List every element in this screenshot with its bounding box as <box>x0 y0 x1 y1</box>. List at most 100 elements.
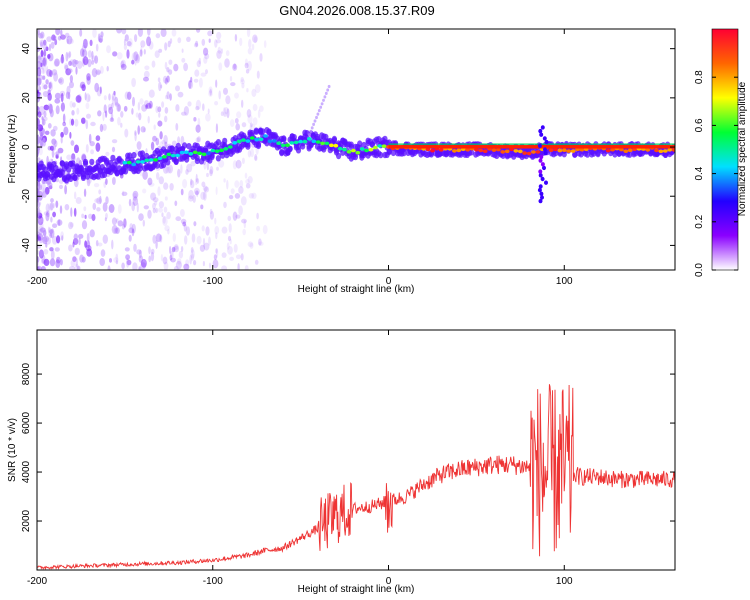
spectrogram-core-blob <box>478 148 484 153</box>
spectrogram-noise-blob <box>126 41 132 47</box>
spectrogram-noise-blob <box>37 191 40 199</box>
spectrogram-noise-blob <box>152 207 157 214</box>
spectrogram-noise-blob <box>37 182 41 192</box>
spectrogram-core-blob <box>276 141 282 145</box>
spectrogram-noise-blob <box>201 38 206 46</box>
spectrogram-noise-blob <box>202 261 205 267</box>
spectrogram-noise-blob <box>42 118 46 126</box>
spectrogram-band-blob <box>182 142 188 149</box>
spectrogram-noise-blob <box>128 234 132 242</box>
spectrogram-core-blob <box>311 139 317 144</box>
spectrogram-noise-blob <box>249 242 254 249</box>
spectrogram-band-blob <box>584 151 591 158</box>
spectrogram-spike-blob <box>540 125 545 130</box>
spectrogram-noise-blob <box>244 265 249 270</box>
spectrogram-noise-blob <box>171 29 177 37</box>
spectrogram-noise-blob <box>85 119 89 130</box>
spectrogram-noise-blob <box>111 139 118 144</box>
spectrogram-noise-blob <box>185 259 190 266</box>
spectrogram-noise-blob <box>256 225 261 232</box>
spectrogram-noise-blob <box>235 214 241 219</box>
spectrogram-band-blob <box>245 143 251 150</box>
spectrogram-noise-blob <box>150 141 155 151</box>
spectrogram-noise-blob <box>209 208 213 215</box>
spectrogram-spike-blob <box>542 165 546 171</box>
spectrogram-noise-blob <box>190 247 194 254</box>
spectrogram-noise-blob <box>48 43 52 52</box>
spectrogram-core-blob <box>170 153 176 158</box>
spectrogram-band-blob <box>139 150 146 157</box>
spectrogram-noise-blob <box>159 131 163 140</box>
spectrogram-band-blob <box>553 149 559 157</box>
spectrogram-noise-blob <box>95 69 102 75</box>
spectrogram-noise-blob <box>185 169 189 175</box>
spectrogram-noise-blob <box>99 258 105 266</box>
spectrogram-core-blob <box>456 148 462 153</box>
spectrogram-noise-blob <box>117 104 122 112</box>
spectrogram-noise-blob <box>66 38 69 44</box>
spectrogram-noise-blob <box>143 49 146 55</box>
spectrogram-noise-blob <box>181 111 187 116</box>
spectrogram-noise-blob <box>70 140 75 146</box>
spectrogram-core-blob <box>179 150 185 155</box>
spectrogram-spike-blob <box>538 169 543 174</box>
spectrogram-core-blob <box>351 148 356 153</box>
spectrogram-band-blob <box>131 151 137 159</box>
spectrogram-spike-blob <box>543 147 547 152</box>
spectrogram-noise-blob <box>51 148 55 158</box>
spectrogram-noise-blob <box>164 141 168 148</box>
spectrogram-noise-blob <box>54 58 60 67</box>
spectrogram-noise-blob <box>180 246 184 252</box>
spectrogram-noise-blob <box>154 50 160 58</box>
spectrogram-noise-blob <box>95 135 101 142</box>
spectrogram-band-blob <box>378 151 384 159</box>
spectrogram-noise-blob <box>76 107 80 115</box>
spectrogram-noise-blob <box>84 240 88 248</box>
spectrogram-noise-blob <box>155 207 158 214</box>
spectrogram-noise-blob <box>86 248 93 257</box>
spectrogram-noise-blob <box>41 191 47 198</box>
spectrogram-noise-blob <box>201 225 205 232</box>
spectrogram-core-blob <box>372 145 378 150</box>
spectrogram-noise-blob <box>243 219 246 229</box>
spectrogram-noise-blob <box>133 51 139 61</box>
spectrogram-core-blob <box>654 148 659 153</box>
spectrogram-noise-blob <box>132 190 139 199</box>
spectrogram-noise-blob <box>37 197 40 203</box>
spectrogram-noise-blob <box>37 55 42 64</box>
spectrogram-noise-blob <box>190 249 195 259</box>
spectrogram-noise-blob <box>52 223 58 228</box>
spectrogram-noise-blob <box>51 69 58 76</box>
spectrogram-noise-blob <box>186 36 191 42</box>
spectrogram-noise-blob <box>47 182 53 188</box>
spectrogram-noise-blob <box>91 50 94 60</box>
spectrogram-y-tick-label: 0 <box>21 144 32 150</box>
spectrogram-noise-blob <box>161 139 166 145</box>
spectrogram-noise-blob <box>89 39 93 46</box>
spectrogram-noise-blob <box>37 202 41 208</box>
spectrogram-core-blob <box>219 148 224 153</box>
spectrogram-noise-blob <box>177 136 181 144</box>
spectrogram-core-blob <box>531 150 536 154</box>
spectrogram-noise-blob <box>254 155 258 162</box>
spectrogram-noise-blob <box>94 198 100 203</box>
spectrogram-noise-blob <box>37 256 40 263</box>
spectrogram-noise-blob <box>263 40 267 48</box>
spectrogram-noise-blob <box>166 75 170 83</box>
spectrogram-noise-blob <box>70 207 73 218</box>
spectrogram-spike-blob <box>544 180 548 185</box>
spectrogram-core-blob <box>157 156 163 161</box>
spectrogram-noise-blob <box>131 108 134 115</box>
spectrogram-core-blob <box>324 141 330 146</box>
spectrogram-noise-blob <box>233 63 237 70</box>
spectrogram-core-blob <box>271 139 277 143</box>
spectrogram-noise-blob <box>193 260 197 266</box>
spectrogram-noise-blob <box>229 119 235 127</box>
spectrogram-noise-blob <box>208 90 213 97</box>
spectrogram-noise-blob <box>159 234 163 243</box>
spectrogram-noise-blob <box>131 228 135 237</box>
spectrogram-noise-blob <box>49 202 54 211</box>
spectrogram-noise-blob <box>132 262 138 270</box>
spectrogram-core-blob <box>192 150 198 155</box>
spectrogram-spike-blob <box>539 132 544 137</box>
